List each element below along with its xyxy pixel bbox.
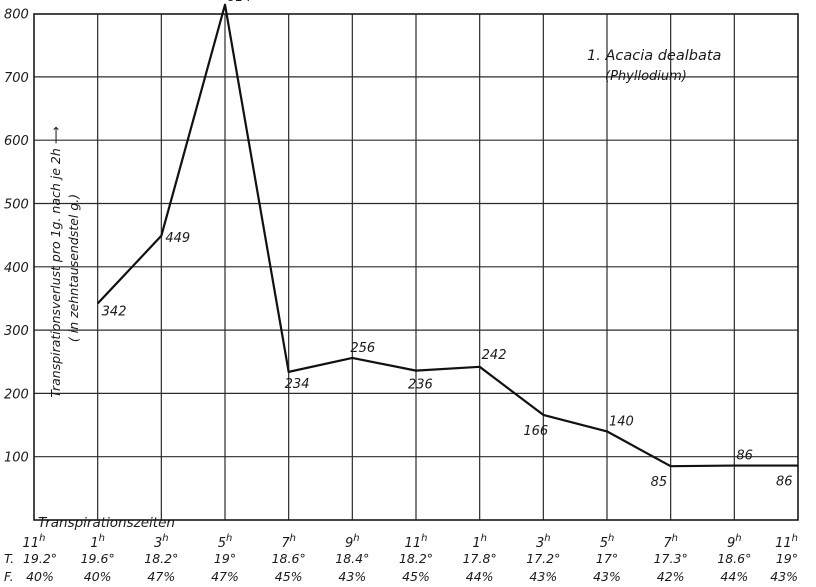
x-tick-time: 11h bbox=[23, 533, 46, 551]
x-tick-time: 7h bbox=[281, 533, 296, 551]
x-tick-humidity: 47% bbox=[211, 569, 239, 584]
plot-frame bbox=[33, 13, 799, 521]
y-axis-label: Transpirationsverlust pro 1g. nach je 2h… bbox=[48, 126, 63, 397]
x-axis-labels: T.F.11h19.2°40%1h19.6°40%3h18.2°47%5h19°… bbox=[4, 533, 798, 584]
data-label: 342 bbox=[102, 305, 127, 320]
x-tick-humidity: 43% bbox=[338, 569, 366, 584]
chart-grid bbox=[34, 14, 798, 520]
data-label: 86 bbox=[776, 475, 793, 490]
x-tick-humidity: 42% bbox=[657, 569, 685, 584]
data-label: 140 bbox=[609, 414, 634, 429]
row-label-temperature: T. bbox=[4, 551, 14, 566]
x-tick-temperature: 18.6° bbox=[272, 551, 306, 566]
chart-subtitle: (Phyllodium) bbox=[605, 69, 687, 84]
x-tick-temperature: 19° bbox=[776, 551, 798, 566]
x-tick-temperature: 17.2° bbox=[526, 551, 560, 566]
y-tick-label: 300 bbox=[4, 324, 29, 339]
x-tick-time: 1h bbox=[90, 533, 105, 551]
x-tick-temperature: 19.6° bbox=[81, 551, 115, 566]
x-axis-caption: Transpirationszeiten bbox=[38, 515, 175, 531]
x-tick-time: 11h bbox=[775, 533, 798, 551]
y-tick-label: 100 bbox=[4, 451, 29, 466]
x-tick-humidity: 47% bbox=[147, 569, 175, 584]
y-tick-label: 200 bbox=[4, 387, 29, 402]
y-axis-ticks: 100 200 300 400 500 600 700 800 bbox=[4, 8, 29, 466]
x-tick-humidity: 44% bbox=[720, 569, 748, 584]
x-tick-humidity: 40% bbox=[26, 569, 54, 584]
y-tick-label: 400 bbox=[4, 261, 29, 276]
data-label: 236 bbox=[408, 378, 433, 393]
data-label: 234 bbox=[285, 377, 310, 392]
row-label-humidity: F. bbox=[4, 569, 14, 584]
data-label: 449 bbox=[165, 231, 190, 246]
x-tick-temperature: 18.2° bbox=[144, 551, 178, 566]
x-tick-humidity: 45% bbox=[275, 569, 303, 584]
data-labels: 342 449 814 234 256 236 242 166 140 85 86 86 bbox=[102, 0, 793, 490]
data-label: 242 bbox=[482, 348, 507, 363]
x-tick-humidity: 45% bbox=[402, 569, 430, 584]
series-line bbox=[96, 3, 798, 468]
chart-title: 1. Acacia dealbata bbox=[587, 48, 721, 64]
x-tick-humidity: 40% bbox=[84, 569, 112, 584]
data-label: 256 bbox=[350, 341, 375, 356]
y-axis-label-unit: ( in zehntausendstel g.) bbox=[66, 194, 81, 342]
data-label: 166 bbox=[523, 424, 548, 439]
data-label: 85 bbox=[651, 475, 668, 490]
y-tick-label: 800 bbox=[4, 8, 29, 23]
data-label: 814 bbox=[227, 0, 252, 5]
x-tick-temperature: 19° bbox=[214, 551, 236, 566]
x-tick-time: 1h bbox=[472, 533, 487, 551]
x-tick-temperature: 17.3° bbox=[654, 551, 688, 566]
y-tick-label: 500 bbox=[4, 198, 29, 213]
x-tick-time: 5h bbox=[600, 533, 615, 551]
x-tick-temperature: 19.2° bbox=[23, 551, 57, 566]
x-tick-humidity: 43% bbox=[593, 569, 621, 584]
data-label: 86 bbox=[736, 449, 753, 464]
y-tick-label: 700 bbox=[4, 71, 29, 86]
x-tick-time: 11h bbox=[405, 533, 428, 551]
x-tick-time: 7h bbox=[663, 533, 678, 551]
x-tick-time: 9h bbox=[345, 533, 360, 551]
x-tick-temperature: 18.2° bbox=[399, 551, 433, 566]
x-tick-time: 3h bbox=[154, 533, 169, 551]
x-tick-humidity: 44% bbox=[466, 569, 494, 584]
x-tick-humidity: 43% bbox=[529, 569, 557, 584]
x-tick-temperature: 17° bbox=[596, 551, 618, 566]
x-tick-time: 3h bbox=[536, 533, 551, 551]
y-tick-label: 600 bbox=[4, 134, 29, 149]
x-tick-temperature: 18.4° bbox=[335, 551, 369, 566]
x-tick-time: 5h bbox=[218, 533, 233, 551]
x-tick-temperature: 18.6° bbox=[717, 551, 751, 566]
x-tick-temperature: 17.8° bbox=[463, 551, 497, 566]
x-tick-humidity: 43% bbox=[770, 569, 798, 584]
x-tick-time: 9h bbox=[727, 533, 742, 551]
